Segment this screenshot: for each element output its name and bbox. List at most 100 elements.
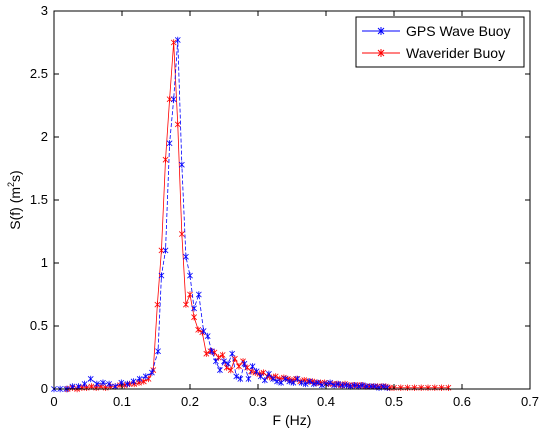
data-point: [359, 382, 366, 389]
data-point: [166, 96, 173, 103]
data-point: [140, 378, 147, 385]
data-point: [174, 121, 181, 128]
data-point: [237, 375, 244, 383]
y-tick-label: 1: [41, 255, 48, 270]
data-point: [166, 140, 173, 147]
data-point: [203, 350, 210, 357]
data-point: [233, 373, 240, 380]
data-point: [191, 313, 197, 321]
data-point: [212, 358, 219, 365]
x-axis-label: F (Hz): [273, 412, 312, 428]
y-axis-label: S(f) (m2s): [6, 170, 23, 229]
x-tick-label: 0.5: [385, 394, 403, 409]
y-tick-label: 3: [41, 3, 48, 18]
data-point: [343, 382, 350, 389]
data-point: [249, 363, 256, 370]
y-tick-label: 2.5: [30, 66, 48, 81]
data-point: [195, 291, 202, 298]
data-point: [191, 305, 197, 312]
data-point: [93, 380, 100, 388]
data-point: [331, 382, 338, 389]
legend-box: [355, 16, 525, 68]
x-tick-label: 0.6: [453, 394, 471, 409]
y-axis-label-main: S(f) (m: [7, 187, 23, 230]
x-tick-label: 0.3: [249, 394, 267, 409]
data-point: [236, 363, 242, 370]
data-point: [274, 378, 280, 385]
data-point: [162, 247, 169, 254]
data-point: [130, 378, 137, 385]
data-point: [215, 354, 222, 361]
data-point: [174, 36, 181, 44]
data-point: [187, 272, 193, 279]
data-point: [327, 379, 333, 386]
legend-text-gps: GPS Wave Buoy: [406, 23, 511, 39]
data-point: [282, 375, 289, 383]
data-point: [351, 382, 358, 389]
data-point: [219, 351, 226, 359]
x-tick-label: 0.2: [181, 394, 199, 409]
legend-marker-gps: [377, 27, 385, 35]
x-tick-label: 0.7: [521, 394, 539, 409]
legend-marker-waverider: [377, 49, 385, 57]
data-point: [183, 301, 189, 308]
data-point: [183, 253, 189, 260]
data-point: [100, 379, 106, 386]
data-point: [142, 373, 149, 380]
data-point: [81, 380, 88, 388]
y-tick-label: 0: [41, 381, 48, 396]
data-point: [227, 366, 234, 374]
data-point: [253, 368, 260, 375]
series-layer: [51, 36, 452, 393]
ticks-layer: 0 0.1 0.2 0.3 0.4 0.5 0.6 0.7 0 0.5 1 1.5 2 2.5 3: [30, 3, 539, 409]
data-point: [154, 301, 161, 308]
data-point: [302, 380, 309, 388]
data-point: [195, 326, 202, 333]
y-tick-label: 2: [41, 129, 48, 144]
data-point: [261, 376, 268, 384]
data-point: [118, 379, 125, 386]
data-point: [106, 380, 112, 388]
data-point: [208, 348, 215, 355]
data-point: [319, 382, 325, 389]
y-tick-label: 1.5: [30, 192, 48, 207]
data-point: [286, 378, 293, 385]
data-point: [335, 380, 342, 388]
data-point: [124, 380, 131, 388]
data-point: [217, 366, 223, 374]
data-point: [178, 230, 185, 238]
legend: GPS Wave Buoy Waverider Buoy: [355, 16, 525, 68]
series-line-waverider-buoy: [67, 42, 449, 390]
legend-text-waverider: Waverider Buoy: [406, 45, 505, 61]
data-point: [270, 375, 276, 383]
data-point: [158, 247, 165, 254]
data-point: [245, 375, 252, 383]
data-point: [136, 375, 143, 383]
data-point: [229, 350, 236, 357]
data-point: [162, 156, 169, 163]
data-point: [87, 375, 94, 383]
x-tick-label: 0.1: [113, 394, 131, 409]
x-tick-label: 0: [50, 394, 57, 409]
data-point: [265, 370, 272, 378]
data-point: [204, 332, 211, 340]
series-points-gps-wave-buoy: [51, 36, 391, 393]
data-point: [187, 291, 193, 298]
y-axis-label-sup: 2: [6, 182, 16, 187]
data-point: [221, 358, 227, 365]
data-point: [158, 272, 165, 279]
data-point: [178, 161, 185, 168]
data-point: [310, 380, 317, 388]
data-point: [306, 378, 313, 385]
data-point: [155, 348, 161, 355]
data-point: [241, 360, 248, 367]
x-tick-label: 0.4: [317, 394, 335, 409]
y-axis-label-tail: s): [7, 170, 23, 182]
data-point: [200, 327, 207, 335]
data-point: [170, 39, 177, 46]
data-point: [149, 369, 155, 376]
data-point: [339, 382, 346, 389]
data-point: [170, 96, 177, 103]
data-point: [225, 360, 231, 367]
y-tick-label: 0.5: [30, 318, 48, 333]
